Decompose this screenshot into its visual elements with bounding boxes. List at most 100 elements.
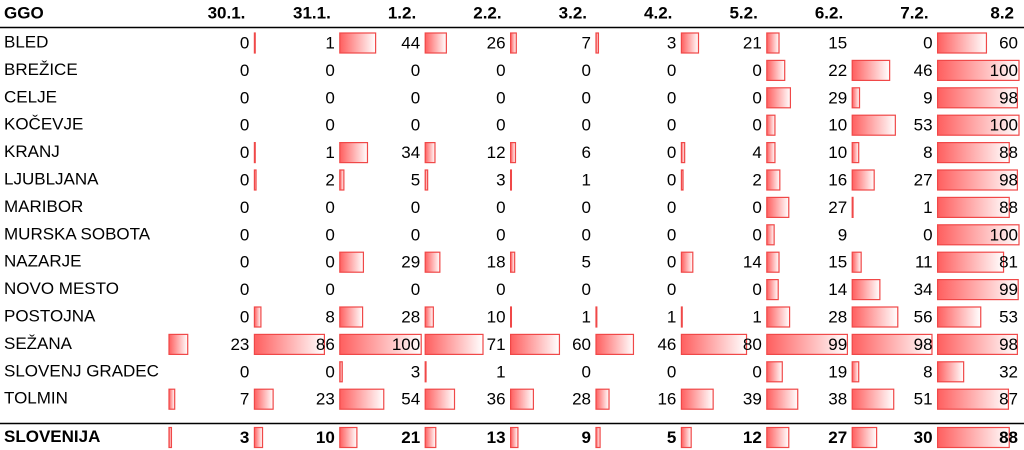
cell-value: 22 xyxy=(828,61,847,80)
cell-value: 46 xyxy=(657,335,676,354)
cell-value: 0 xyxy=(752,116,761,135)
cell-value: 1 xyxy=(325,33,334,52)
cell-value: 1 xyxy=(582,307,591,326)
cell-value: 21 xyxy=(401,428,420,447)
cell-value: 0 xyxy=(667,170,676,189)
data-bar xyxy=(510,426,519,449)
cell-value: 0 xyxy=(496,116,505,135)
cell-value: 0 xyxy=(752,362,761,381)
cell-value: 0 xyxy=(240,280,249,299)
cell-value: 12 xyxy=(487,143,506,162)
cell-value: 0 xyxy=(582,61,591,80)
cell-value: 71 xyxy=(487,335,506,354)
cell-value: 2 xyxy=(325,170,334,189)
data-bar xyxy=(766,196,790,218)
cell-value: 23 xyxy=(230,335,249,354)
data-bar xyxy=(424,251,441,273)
cell-value: 0 xyxy=(240,198,249,217)
data-bar xyxy=(510,32,517,54)
cell-value: 81 xyxy=(999,253,1018,272)
data-bar xyxy=(766,142,776,164)
cell-value: 0 xyxy=(496,88,505,107)
data-bar xyxy=(766,224,775,246)
cell-value: 18 xyxy=(487,253,506,272)
cell-value: 8 xyxy=(923,143,932,162)
cell-value: 0 xyxy=(582,198,591,217)
data-bar xyxy=(595,32,600,54)
cell-value: 54 xyxy=(401,390,420,409)
row-label: SLOVENJ GRADEC xyxy=(4,361,159,380)
data-bar xyxy=(936,196,1010,218)
data-bar xyxy=(851,251,862,273)
cell-value: 60 xyxy=(999,33,1018,52)
cell-value: 0 xyxy=(411,61,420,80)
data-bar xyxy=(424,169,429,191)
cell-value: 0 xyxy=(411,88,420,107)
row-label: BLED xyxy=(4,32,48,51)
data-bar xyxy=(936,388,1010,410)
data-bar xyxy=(680,388,714,410)
data-bar xyxy=(936,142,1010,164)
cell-value: 16 xyxy=(657,390,676,409)
header-cell: 4.2. xyxy=(644,3,672,22)
cell-value: 44 xyxy=(401,33,420,52)
data-bar xyxy=(339,333,422,355)
cell-value: 23 xyxy=(316,390,335,409)
cell-value: 21 xyxy=(743,33,762,52)
cell-value: 99 xyxy=(828,335,847,354)
row-label: KRANJ xyxy=(4,142,60,161)
cell-value: 0 xyxy=(411,225,420,244)
cell-value: 3 xyxy=(667,33,676,52)
cell-value: 0 xyxy=(582,280,591,299)
row-label: POSTOJNA xyxy=(4,306,96,325)
cell-value: 1 xyxy=(325,143,334,162)
cell-value: 0 xyxy=(667,143,676,162)
row-label: SEŽANA xyxy=(4,334,73,353)
data-bar xyxy=(253,169,257,191)
cell-value: 0 xyxy=(240,362,249,381)
cell-value: 14 xyxy=(743,253,762,272)
data-bar xyxy=(680,32,700,54)
cell-value: 29 xyxy=(828,88,847,107)
data-bar xyxy=(936,224,1020,246)
cell-value: 0 xyxy=(582,225,591,244)
cell-value: 0 xyxy=(496,198,505,217)
cell-value: 0 xyxy=(496,225,505,244)
cell-value: 1 xyxy=(923,198,932,217)
data-bar xyxy=(936,426,1010,449)
data-bar xyxy=(424,388,456,410)
data-bar xyxy=(936,333,1018,355)
cell-value: 0 xyxy=(240,170,249,189)
cell-value: 0 xyxy=(325,116,334,135)
cell-value: 38 xyxy=(828,390,847,409)
cell-value: 100 xyxy=(990,225,1018,244)
cell-value: 39 xyxy=(743,390,762,409)
data-bar xyxy=(424,306,434,328)
data-bar xyxy=(766,306,791,328)
cell-value: 9 xyxy=(582,428,591,447)
data-bar xyxy=(936,361,965,383)
cell-value: 0 xyxy=(923,225,932,244)
data-bar xyxy=(766,361,783,383)
data-bar xyxy=(253,306,262,328)
data-bar xyxy=(339,388,385,410)
cell-value: 87 xyxy=(999,390,1018,409)
cell-value: 34 xyxy=(914,280,933,299)
row-label: CELJE xyxy=(4,87,57,106)
data-bar xyxy=(851,333,933,355)
data-bar xyxy=(936,114,1020,136)
cell-value: 0 xyxy=(240,88,249,107)
data-bar xyxy=(936,251,1005,273)
data-bar xyxy=(851,426,878,449)
cell-value: 0 xyxy=(667,225,676,244)
cell-value: 0 xyxy=(325,280,334,299)
data-bar xyxy=(339,426,358,449)
header-cell: 7.2. xyxy=(900,3,928,22)
cell-value: 88 xyxy=(999,198,1018,217)
cell-value: 46 xyxy=(914,61,933,80)
data-bar xyxy=(680,333,748,355)
cell-value: 0 xyxy=(667,280,676,299)
cell-value: 86 xyxy=(316,335,335,354)
data-bar xyxy=(253,388,274,410)
cell-value: 15 xyxy=(828,33,847,52)
